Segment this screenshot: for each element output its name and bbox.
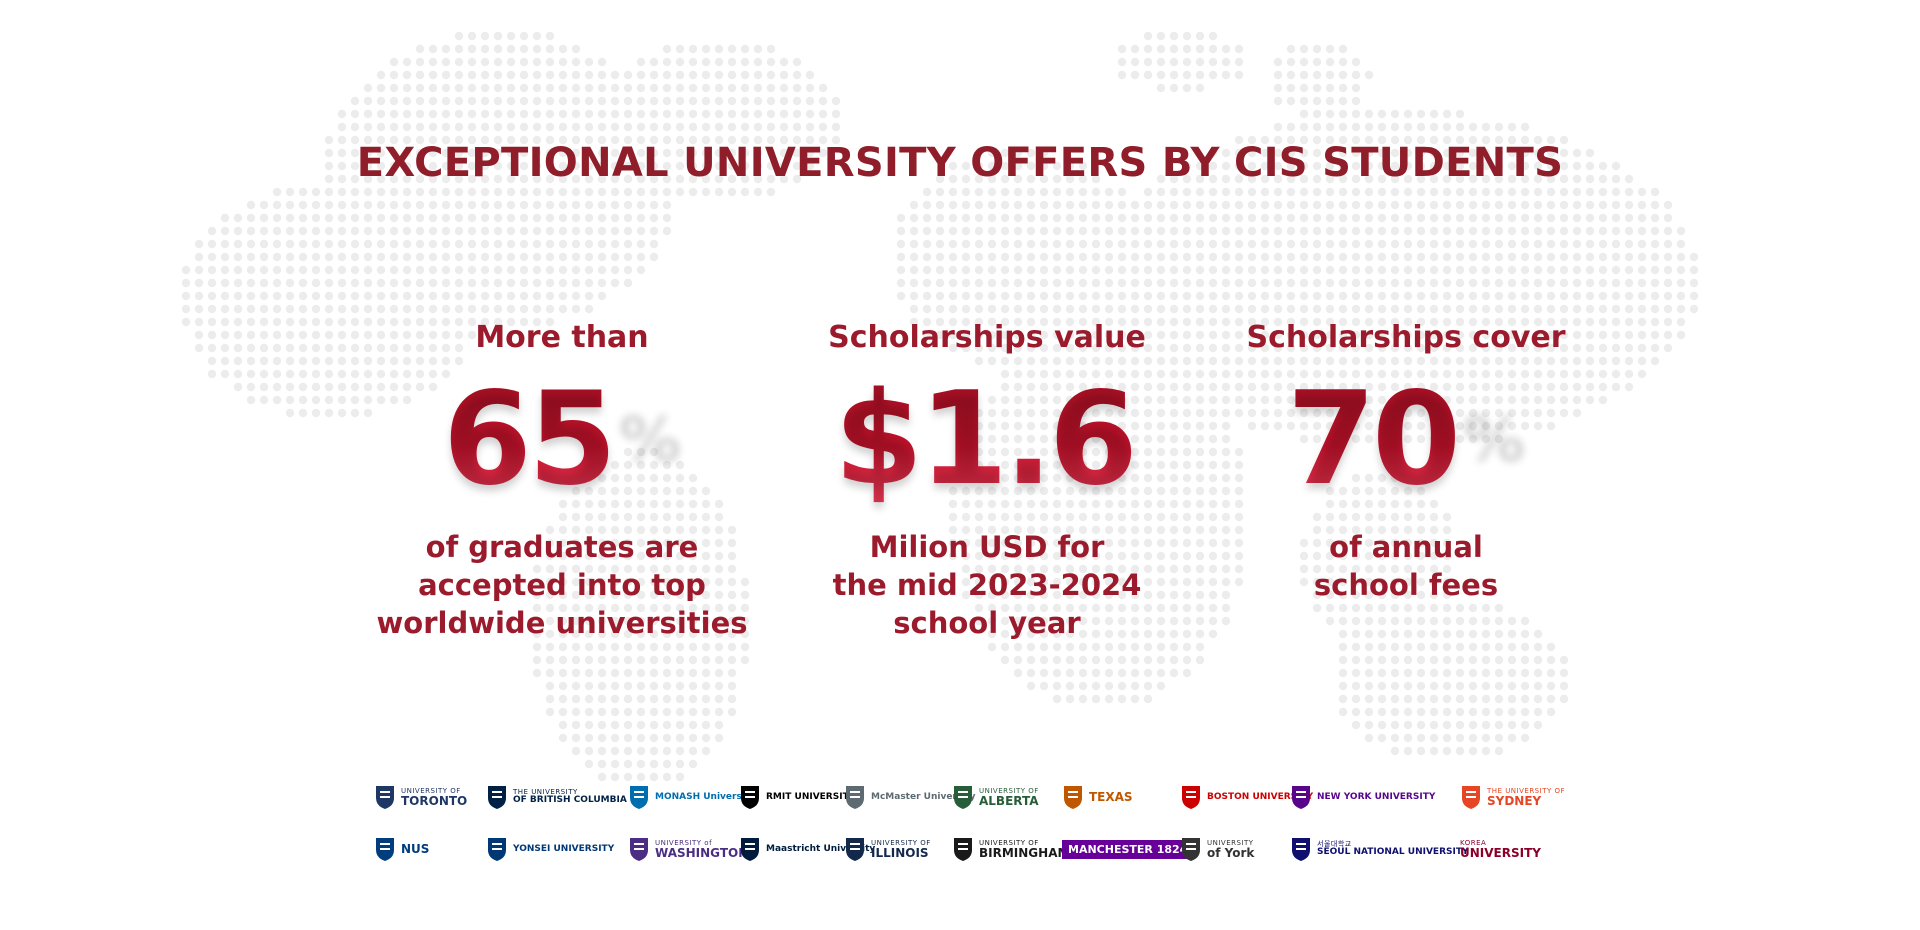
stat-description: Milion USD for the mid 2023-2024 school …: [832, 530, 1142, 640]
seal-icon: [486, 836, 508, 862]
stat-scholarship-value: Scholarships value $1.6 Milion USD for t…: [777, 318, 1197, 642]
logo-subtext: KOREA: [1460, 838, 1487, 847]
stat-lead: Scholarships value: [828, 320, 1146, 355]
university-logo: THE UNIVERSITY OF SYDNEY: [1460, 780, 1565, 814]
university-logo: UNIVERSITY OF ILLINOIS: [844, 832, 931, 866]
crest-icon: [952, 836, 974, 862]
logo-subtext: 서울대학교: [1317, 840, 1352, 848]
stat-scholarship-cover: Scholarships cover 70% of annual school …: [1196, 318, 1616, 604]
logo-name: McMaster University: [871, 791, 976, 802]
crest-icon: [952, 784, 974, 810]
stat-lead: Scholarships cover: [1246, 320, 1566, 355]
university-logo: BOSTON UNIVERSITY: [1180, 780, 1313, 814]
university-logo: McMaster University: [844, 780, 975, 814]
university-logo: MANCHESTER 1824: [1062, 832, 1194, 866]
flag-icon: [739, 836, 761, 862]
stat-lead: More than: [475, 320, 649, 355]
university-logos: UNIVERSITY OF TORONTO THE UNIVERSITY OF BRI…: [374, 780, 1574, 880]
university-logo: NUS: [374, 832, 429, 866]
stat-description: of annual school fees: [1313, 530, 1499, 602]
university-logo: UNIVERSITY OF BIRMINGHAM: [952, 832, 1069, 866]
stat-value: $1.6: [834, 376, 1140, 504]
university-logo: KOREA UNIVERSITY: [1460, 832, 1541, 866]
shield-icon: [1062, 784, 1084, 810]
university-logo: UNIVERSITY of WASHINGTON: [628, 832, 748, 866]
seal-icon: [1290, 836, 1312, 862]
university-logo: Maastricht University: [739, 832, 875, 866]
logo-name: UNIVERSITY: [1460, 845, 1541, 860]
logo-name: OF BRITISH COLUMBIA: [513, 795, 627, 805]
crest-icon: [1180, 836, 1202, 862]
logo-name: RMIT UNIVERSITY: [766, 791, 856, 802]
logo-subtext: UNIVERSITY OF: [871, 838, 931, 847]
logo-subtext: UNIVERSITY OF: [979, 838, 1039, 847]
logo-name: NUS: [401, 842, 430, 856]
logo-name: BOSTON UNIVERSITY: [1207, 791, 1314, 802]
logo-subtext: THE UNIVERSITY OF: [1487, 786, 1566, 795]
university-logo: NEW YORK UNIVERSITY: [1290, 780, 1435, 814]
university-logo: THE UNIVERSITY OF BRITISH COLUMBIA: [486, 780, 627, 814]
university-logo: YONSEI UNIVERSITY: [486, 832, 614, 866]
logo-name: TEXAS: [1089, 790, 1133, 804]
university-logo: RMIT UNIVERSITY: [739, 780, 855, 814]
logo-name: SEOUL NATIONAL UNIVERSITY: [1317, 847, 1469, 857]
logo-name: NEW YORK UNIVERSITY: [1317, 791, 1436, 802]
shield-icon: [844, 784, 866, 810]
w-icon: [628, 836, 650, 862]
logo-name: BIRMINGHAM: [979, 845, 1070, 860]
crest-icon: [486, 784, 508, 810]
shield-icon: [374, 784, 396, 810]
logo-subtext: UNIVERSITY: [1207, 838, 1254, 847]
logo-name: ALBERTA: [979, 793, 1039, 808]
university-logo: UNIVERSITY OF TORONTO: [374, 780, 467, 814]
university-logo: MONASH University: [628, 780, 755, 814]
logo-name: of York: [1207, 845, 1255, 860]
logo-name: MANCHESTER 1824: [1062, 839, 1194, 859]
logo-name: SYDNEY: [1487, 793, 1542, 808]
logo-subtext: THE UNIVERSITY: [513, 788, 578, 796]
stat-value: 65%: [442, 365, 682, 514]
logo-name: WASHINGTON: [655, 845, 749, 860]
university-logo: TEXAS: [1062, 780, 1133, 814]
logo-name: TORONTO: [401, 793, 468, 808]
university-logo: UNIVERSITY OF ALBERTA: [952, 780, 1039, 814]
stat-description: of graduates are accepted into top world…: [376, 530, 748, 640]
logo-subtext: UNIVERSITY OF: [401, 786, 461, 795]
shield-icon: [628, 784, 650, 810]
university-logo: UNIVERSITY of York: [1180, 832, 1254, 866]
logo-subtext: UNIVERSITY OF: [979, 786, 1039, 795]
stat-graduates: More than 65% of graduates are accepted …: [352, 318, 772, 642]
page-title: EXCEPTIONAL UNIVERSITY OFFERS BY CIS STU…: [356, 140, 1564, 186]
logo-name: ILLINOIS: [871, 845, 929, 860]
stat-value: 70%: [1286, 365, 1526, 514]
crest-icon: [1460, 784, 1482, 810]
logo-subtext: UNIVERSITY of: [655, 838, 713, 847]
logo-name: MONASH University: [655, 791, 756, 802]
flower-icon: [739, 784, 761, 810]
university-logo: 서울대학교 SEOUL NATIONAL UNIVERSITY: [1290, 832, 1468, 866]
logo-name: YONSEI UNIVERSITY: [513, 843, 615, 854]
torch-icon: [1290, 784, 1312, 810]
seal-icon: [1180, 784, 1202, 810]
crest-icon: [374, 836, 396, 862]
block-i-icon: [844, 836, 866, 862]
logo-name: Maastricht University: [766, 843, 876, 854]
